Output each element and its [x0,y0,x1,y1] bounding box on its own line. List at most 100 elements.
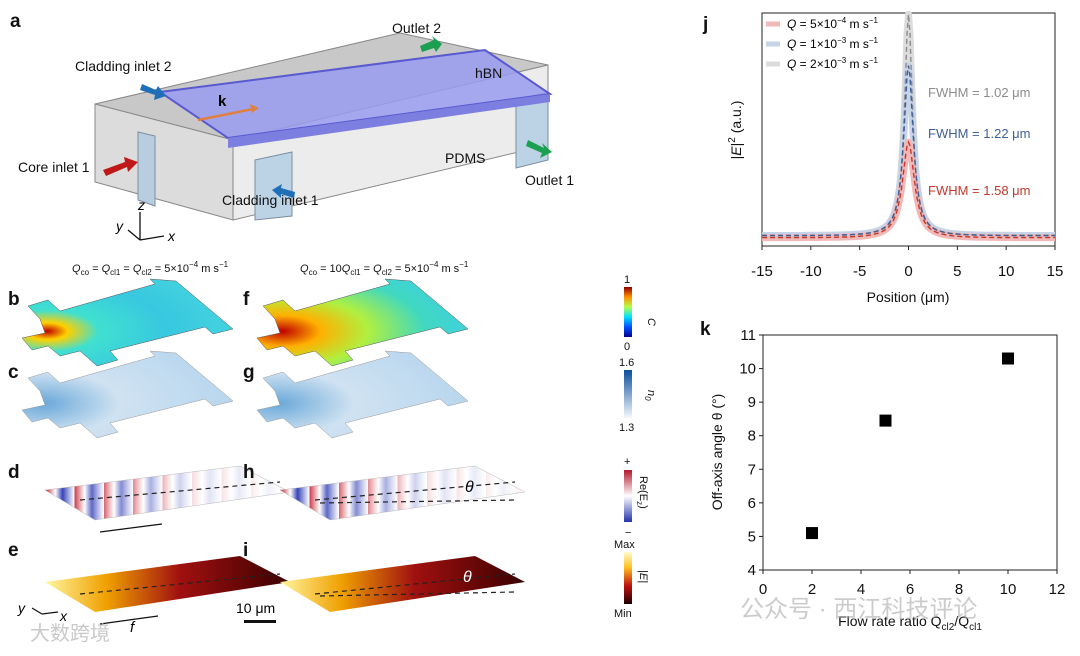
y-tick-label-k: 7 [748,461,756,478]
x-tick-label-j: 10 [998,263,1015,280]
x-tick-label-k: 6 [906,581,914,598]
y-tick-label-k: 9 [748,394,756,411]
cladding-inlet2-label: Cladding inlet 2 [75,58,172,74]
x-tick-label-j: -10 [800,263,822,280]
field-intensity-map-i [280,556,525,612]
left-column-title: Qco = Qcl1 = Qcl2 = 5×10−4 m s−1 [72,260,229,277]
legend-label-1: Q = 1×10−3 m s−1 [787,36,879,51]
x-tick-label-j: -5 [853,263,866,280]
core-inlet-channel [137,131,156,207]
svg-text:Max: Max [614,539,635,551]
y-tick-label-k: 8 [748,428,756,445]
panel-label-j: j [702,14,708,35]
panel-label-b: b [8,289,20,310]
hbn-label: hBN [475,65,502,81]
legend-label-0: Q = 5×10−4 m s−1 [787,16,879,31]
data-point-1 [879,414,892,427]
x-tick-label-j: 5 [953,263,961,280]
k-label: k [218,93,227,110]
panel-label-g: g [243,362,255,383]
k-vector-arrow [197,106,259,122]
svg-text:1.3: 1.3 [619,422,634,434]
data-point-0 [806,527,818,540]
axes-triad-e [31,607,59,615]
watermark-right: 公众号 · 西江科技评论 [740,596,977,623]
cladding-inlet2-arrow [140,84,166,100]
decay-length-arrow-d [99,523,163,533]
chart-k: 0 2 4 6 8 10 12 4 5 6 7 8 9 10 11 Off-axis angle θ (°)… [709,327,1065,633]
panel-label-d: d [8,462,20,483]
field-map-h [279,465,526,521]
index-map-g [256,350,469,439]
svg-text:1: 1 [624,274,630,286]
decay-length-arrow-e [99,615,159,625]
x-tick-label-j: 0 [904,263,912,280]
fwhm-label-1: FWHM = 1.22 μm [928,126,1030,141]
fit-line-0 [762,140,1055,239]
legend-label-2: Q = 2×10−3 m s−1 [787,56,879,71]
svg-text:C: C [645,318,657,326]
panel-label-a: a [10,11,21,32]
core-inlet1-arrow [103,157,138,176]
colorbar-refractive-index: 1.6 1.3 n0 [619,357,657,434]
fwhm-label-0: FWHM = 1.58 μm [928,183,1030,198]
colorbar-ez: + − Re(Ez) [624,456,649,539]
scale-bar-label: 10 μm [236,600,275,616]
x-axis-label-k: Flow rate ratio Qcl2/Qcl1 [838,613,982,633]
theta-label-h: θ [465,479,474,496]
index-map-c [21,350,234,439]
x-tick-label-k: 8 [955,581,963,598]
x-tick-label-k: 4 [857,581,865,598]
axis-x-label: x [167,228,176,244]
svg-text:Re(Ez): Re(Ez) [635,476,649,509]
cladding-inlet1-channel [254,151,293,221]
panel-label-f: f [243,289,250,310]
svg-text:+: + [624,456,630,468]
svg-text:Min: Min [614,608,632,620]
axis-y-label-e: y [17,600,26,616]
cladding-inlet1-arrow [272,184,295,198]
hbn-flake-edge [228,94,550,148]
theta-label-i: θ [463,569,472,586]
pdms-label: PDMS [445,150,485,166]
y-tick-label-k: 11 [740,327,756,344]
cladding-inlet1-label: Cladding inlet 1 [222,192,319,208]
panel-label-k: k [700,319,711,340]
axis-y-label: y [115,218,124,234]
x-tick-label-k: 10 [1000,581,1017,598]
panel-label-i: i [243,540,248,561]
concentration-map-b [21,278,234,367]
right-column-title: Qco = 10Qcl1 = Qcl2 = 5×10−4 m s−1 [300,260,469,277]
panel-a-schematic: a k hBN PDMS Outlet 2 Cladding inlet 2 C… [10,11,574,244]
axis-z-label: z [137,197,145,213]
x-tick-label-j: 15 [1047,263,1064,280]
x-tick-label-j: -15 [751,263,773,280]
axes-triad [127,212,165,241]
y-tick-label-k: 6 [748,495,756,512]
k-arrowhead [250,104,258,113]
x-tick-label-k: 0 [759,581,767,598]
outlet2-label: Outlet 2 [392,20,441,36]
fit-line-1 [762,65,1055,237]
chart-j: -15 -10 -5 0 5 10 15 FWHM = 1.58 μm FWHM = 1.22 … [727,10,1064,305]
y-tick-label-k: 5 [748,528,756,545]
y-tick-label-k: 4 [748,562,756,579]
outlet1-arrow [526,140,552,158]
y-axis-label-k: Off-axis angle θ (°) [709,394,725,511]
x-tick-label-k: 12 [1049,581,1066,598]
svg-text:|E|: |E| [637,570,649,583]
svg-text:1.6: 1.6 [619,357,634,369]
colorbar-concentration: 1 0 C [624,274,657,353]
panel-label-e: e [8,540,19,561]
concentration-map-f [256,278,469,367]
core-inlet1-label: Core inlet 1 [18,159,90,175]
x-tick-label-k: 2 [808,581,816,598]
outlet1-label: Outlet 1 [525,172,574,188]
svg-text:n0: n0 [643,390,657,401]
fwhm-label-2: FWHM = 1.02 μm [928,85,1030,100]
svg-text:−: − [625,527,631,539]
outlet2-arrow [420,36,442,52]
y-axis-label-j: |E|2 (a.u.) [727,101,744,160]
data-point-2 [1002,352,1014,365]
